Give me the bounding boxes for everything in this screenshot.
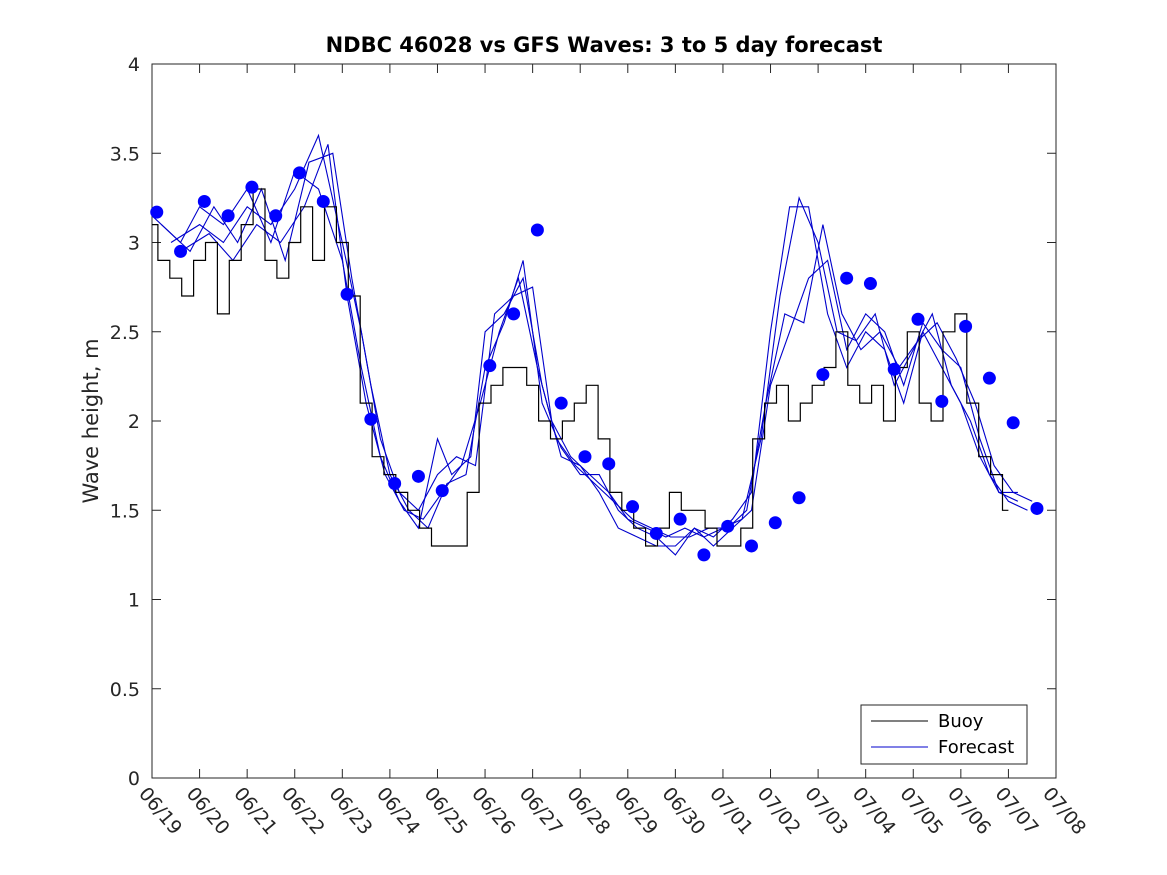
forecast-marker (388, 476, 402, 490)
forecast-marker (292, 166, 306, 180)
series-group (151, 133, 1033, 556)
forecast-marker (935, 394, 949, 408)
forecast-marker (792, 491, 806, 505)
buoy-line (152, 188, 1009, 547)
forecast-marker (768, 516, 782, 530)
forecast-marker (673, 512, 687, 526)
forecast-marker (982, 371, 996, 385)
forecast-marker (530, 223, 544, 237)
forecast-marker (269, 209, 283, 223)
forecast-marker (221, 209, 235, 223)
y-tick-label: 4 (128, 54, 140, 76)
y-tick-label: 0.5 (110, 679, 140, 701)
forecast-marker (578, 450, 592, 464)
forecast-marker (602, 457, 616, 471)
forecast-marker (364, 412, 378, 426)
legend-label-forecast: Forecast (938, 737, 1014, 758)
forecast-marker (316, 194, 330, 208)
forecast-marker (911, 312, 925, 326)
axis-ticks (151, 63, 1057, 779)
forecast-marker (1006, 416, 1020, 430)
forecast-marker (411, 469, 425, 483)
y-tick-labels: 0 0.5 1 1.5 2 2.5 3 3.5 4 (110, 54, 140, 790)
forecast-marker (1030, 501, 1044, 515)
chart-title: NDBC 46028 vs GFS Waves: 3 to 5 day fore… (326, 33, 883, 57)
forecast-marker (150, 205, 164, 219)
forecast-line-1 (151, 170, 1019, 547)
forecast-marker (697, 548, 711, 562)
forecast-marker (435, 484, 449, 498)
forecast-marker (744, 539, 758, 553)
y-tick-label: 3.5 (110, 143, 140, 165)
forecast-marker (816, 368, 830, 382)
forecast-marker (554, 396, 568, 410)
forecast-markers (150, 166, 1044, 562)
legend: Buoy Forecast (860, 704, 1028, 765)
forecast-marker (887, 362, 901, 376)
forecast-marker (863, 277, 877, 291)
forecast-marker (626, 500, 640, 514)
forecast-marker (340, 287, 354, 301)
forecast-marker (959, 319, 973, 333)
legend-label-buoy: Buoy (938, 711, 984, 732)
forecast-marker (245, 180, 259, 194)
forecast-marker (483, 359, 497, 373)
y-tick-label: 1 (128, 590, 140, 612)
forecast-marker (649, 526, 663, 540)
y-tick-label: 2.5 (110, 322, 140, 344)
plot-area (151, 63, 1057, 779)
y-tick-label: 1.5 (110, 500, 140, 522)
forecast-marker (840, 271, 854, 285)
y-tick-label: 3 (128, 233, 140, 255)
y-axis-label: Wave height, m (79, 338, 103, 503)
forecast-marker (507, 307, 521, 321)
forecast-marker (721, 519, 735, 533)
y-tick-label: 0 (128, 768, 140, 790)
forecast-marker (174, 244, 188, 258)
y-tick-label: 2 (128, 411, 140, 433)
forecast-marker (197, 194, 211, 208)
legend-box (860, 704, 1028, 765)
